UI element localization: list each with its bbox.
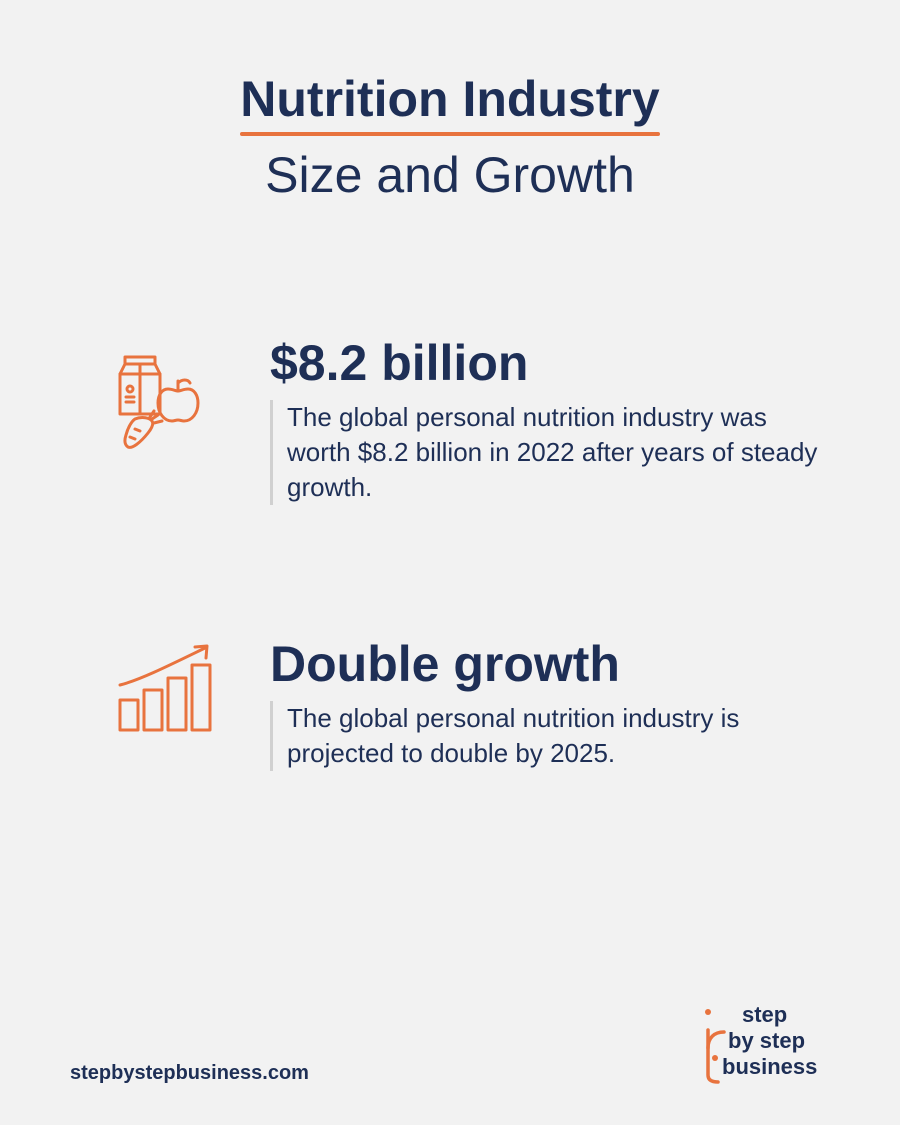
stat-section-1: $8.2 billion The global personal nutriti… — [80, 334, 820, 505]
title-line2: Size and Growth — [80, 146, 820, 204]
footer: stepbystepbusiness.com step by step busi… — [70, 1000, 830, 1085]
logo-text-1: step — [742, 1002, 787, 1027]
stat-section-2: Double growth The global personal nutrit… — [80, 635, 820, 771]
header: Nutrition Industry Size and Growth — [80, 70, 820, 204]
stat-description-1: The global personal nutrition industry w… — [270, 400, 820, 505]
growth-chart-icon — [110, 635, 240, 745]
stat-content-2: Double growth The global personal nutrit… — [270, 635, 820, 771]
logo-text-2: by step — [728, 1028, 805, 1053]
stat-content-1: $8.2 billion The global personal nutriti… — [270, 334, 820, 505]
logo-text-3: business — [722, 1054, 817, 1079]
nutrition-food-icon — [110, 334, 240, 454]
title-line1: Nutrition Industry — [240, 70, 659, 136]
stat-description-2: The global personal nutrition industry i… — [270, 701, 820, 771]
footer-url: stepbystepbusiness.com — [70, 1062, 309, 1085]
stat-headline-1: $8.2 billion — [270, 334, 820, 392]
footer-logo: step by step business — [700, 1000, 830, 1085]
stat-headline-2: Double growth — [270, 635, 820, 693]
